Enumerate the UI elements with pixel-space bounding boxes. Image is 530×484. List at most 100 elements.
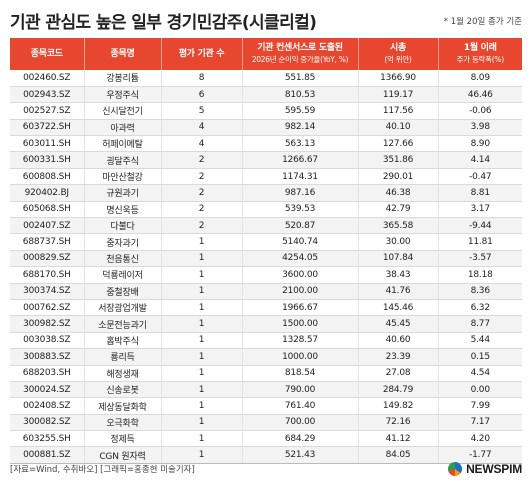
cell-institutions: 1 [161,430,243,448]
cell-code: 300024.SZ [10,381,85,399]
cell-name: 아과력 [84,119,162,137]
cell-code: 300082.SZ [10,414,85,432]
cell-name: 서장광업개발 [84,299,162,317]
cell-price-change: -1.77 [438,446,522,464]
cell-institutions: 6 [161,86,243,104]
cell-name: 덕룡레이저 [84,266,162,284]
cell-market-cap: 127.66 [358,135,439,153]
table-row: 600331.SH 굉달주식 2 1266.67 351.86 4.14 [10,151,522,169]
cell-institutions: 1 [161,348,243,366]
cell-name: 룡리득 [84,348,162,366]
cell-code: 600331.SH [10,151,85,169]
table-row: 002943.SZ 우정주식 6 810.53 119.17 46.46 [10,86,522,104]
cell-name: CGN 원자력 [84,446,162,464]
column-header-code: 종목코드 [10,38,85,70]
cell-price-change: 8.36 [438,283,522,300]
cell-name: 마안산철강 [84,168,162,186]
table-header: 종목코드 종목명 평가 기관 수 기관 컨센서스로 도출된 2026년 순이익 증가율(… [10,38,522,70]
cell-price-change: 5.44 [438,332,522,350]
cell-institutions: 5 [161,102,243,120]
cell-price-change: 8.77 [438,315,522,333]
cell-institutions: 4 [161,119,243,137]
cell-net-income-growth: 1966.67 [242,299,359,317]
cell-code: 300883.SZ [10,348,85,366]
cell-institutions: 2 [161,184,243,202]
table-row: 300982.SZ 소문전능과기 1 1500.00 45.45 8.77 [10,315,522,333]
cell-net-income-growth: 1266.67 [242,151,359,169]
cell-code: 002527.SZ [10,102,85,120]
cell-institutions: 2 [161,168,243,186]
table-row: 688737.SH 중자과기 1 5140.74 30.00 11.81 [10,233,522,251]
table-row: 300024.SZ 신송로봇 1 790.00 284.79 0.00 [10,381,522,399]
table-row: 300082.SZ 오극화학 1 700.00 72.16 7.17 [10,414,522,432]
table-row: 002408.SZ 제상동달화학 1 761.40 149.82 7.99 [10,397,522,415]
column-header-label: 1월 이래 [463,43,497,53]
table-row: 000829.SZ 천음통신 1 4254.05 107.84 -3.57 [10,250,522,268]
cell-code: 000881.SZ [10,446,85,464]
cell-net-income-growth: 1000.00 [242,348,359,366]
cell-price-change: 46.46 [438,86,522,104]
column-header-sublabel: 2026년 순이익 증가율(YoY, %) [251,55,349,64]
cell-institutions: 4 [161,135,243,153]
cell-price-change: 7.99 [438,397,522,415]
table-row: 605068.SH 명신욱등 2 539.53 42.79 3.17 [10,201,522,219]
cell-institutions: 1 [161,283,243,300]
cell-institutions: 1 [161,250,243,268]
cell-code: 600808.SH [10,168,85,186]
cell-name: 천음통신 [84,250,162,268]
cell-market-cap: 351.86 [358,151,439,169]
cell-market-cap: 365.58 [358,217,439,235]
cell-market-cap: 45.45 [358,315,439,333]
cell-market-cap: 119.17 [358,86,439,104]
cell-net-income-growth: 5140.74 [242,233,359,251]
cell-net-income-growth: 520.87 [242,217,359,235]
cell-net-income-growth: 563.13 [242,135,359,153]
cell-market-cap: 38.43 [358,266,439,284]
table-row: 300374.SZ 중철장배 1 2100.00 41.76 8.36 [10,283,522,300]
cell-code: 300982.SZ [10,315,85,333]
cell-institutions: 2 [161,217,243,235]
cell-market-cap: 30.00 [358,233,439,251]
cell-price-change: 18.18 [438,266,522,284]
cell-market-cap: 1366.90 [358,70,439,87]
cell-net-income-growth: 761.40 [242,397,359,415]
cell-net-income-growth: 818.54 [242,365,359,382]
cell-code: 920402.BJ [10,184,85,202]
cell-institutions: 8 [161,70,243,87]
table-row: 603722.SH 아과력 4 982.14 40.10 3.98 [10,119,522,137]
cell-price-change: 8.90 [438,135,522,153]
cell-institutions: 1 [161,397,243,415]
table-body: 002460.SZ 강봉리튬 8 551.85 1366.90 8.09 002943.SZ… [10,70,522,464]
cell-market-cap: 107.84 [358,250,439,268]
cell-code: 002407.SZ [10,217,85,235]
cell-code: 002943.SZ [10,86,85,104]
cell-name: 명신욱등 [84,201,162,219]
newspim-logo-text: NEWSPIM [466,462,522,476]
cell-code: 603255.SH [10,430,85,448]
cell-code: 300374.SZ [10,283,85,300]
stock-table: 종목코드 종목명 평가 기관 수 기관 컨센서스로 도출된 2026년 순이익 증가율(… [10,38,522,464]
cell-net-income-growth: 551.85 [242,70,359,87]
table-row: 603011.SH 허페이메탈 4 563.13 127.66 8.90 [10,135,522,153]
source-credit: [자료=Wind, 수취바오] [그래픽=홍종현 미술기자] [10,465,195,475]
cell-name: 홉박주식 [84,332,162,350]
cell-price-change: 6.32 [438,299,522,317]
cell-code: 605068.SH [10,201,85,219]
cell-name: 규원과기 [84,184,162,202]
cell-code: 603011.SH [10,135,85,153]
cell-institutions: 1 [161,299,243,317]
cell-code: 003038.SZ [10,332,85,350]
cell-price-change: 4.54 [438,365,522,382]
cell-code: 688170.SH [10,266,85,284]
cell-price-change: 8.09 [438,70,522,87]
cell-price-change: 4.20 [438,430,522,448]
column-header-label: 종목명 [110,48,135,59]
cell-institutions: 1 [161,381,243,399]
cell-name: 강봉리튬 [84,70,162,87]
cell-institutions: 1 [161,365,243,382]
cell-market-cap: 290.01 [358,168,439,186]
cell-price-change: 0.00 [438,381,522,399]
cell-market-cap: 23.39 [358,348,439,366]
column-header-sublabel: 주가 등락폭(%) [456,55,504,64]
table-row: 002460.SZ 강봉리튬 8 551.85 1366.90 8.09 [10,70,522,87]
